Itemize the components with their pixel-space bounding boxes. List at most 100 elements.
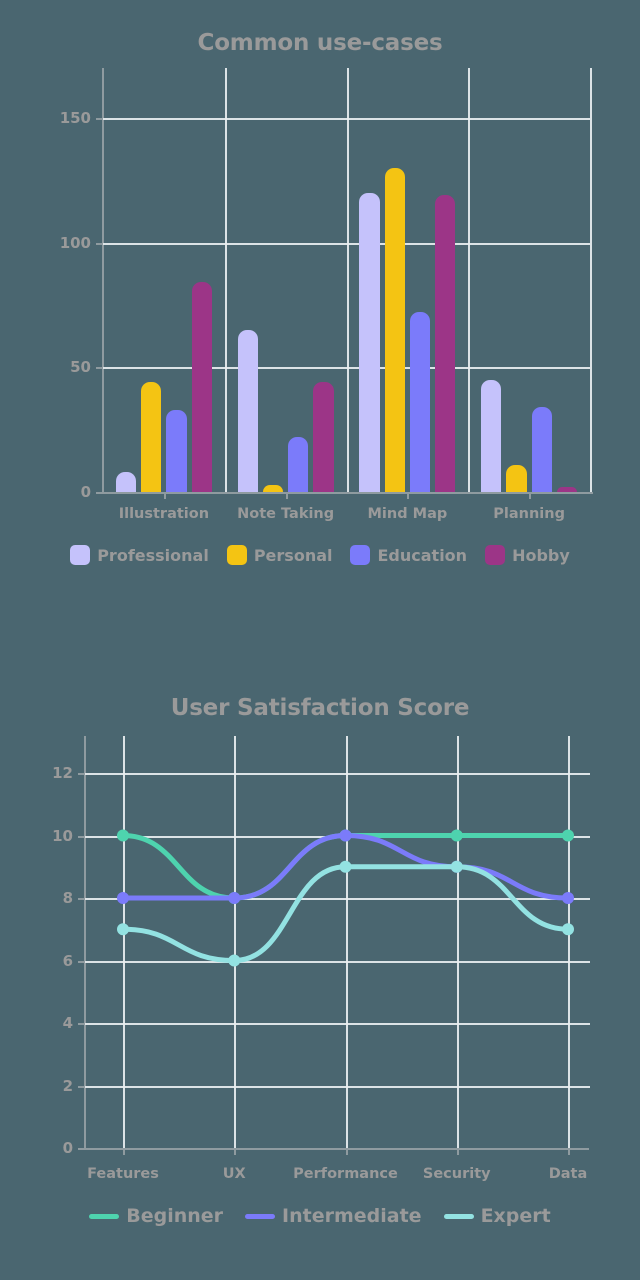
line-legend-label: Expert (480, 1205, 551, 1227)
bar-professional-mind-map (359, 192, 380, 492)
bar-education-planning (531, 407, 552, 492)
bar-chart-y-tick-label: 150 (59, 108, 91, 127)
line-legend-label: Intermediate (282, 1205, 422, 1227)
line-chart-x-tickmark (456, 1149, 459, 1155)
bar-chart-y-tickmark (96, 492, 102, 494)
legend-line-icon (89, 1213, 120, 1219)
bar-personal-illustration (141, 382, 162, 492)
bar-chart-title: Common use-cases (197, 30, 443, 56)
bar-personal-mind-map (384, 167, 405, 492)
line-chart-gridline-vertical (456, 736, 459, 1148)
line-chart-x-tickmark (568, 1149, 570, 1155)
line-chart-x-tick-label: Security (422, 1166, 491, 1182)
line-chart-y-axis (84, 736, 86, 1150)
line-chart-plot-area: 0 2 4 6 8 10 12 Features UX Performance Security Da… (0, 640, 640, 1280)
legend-swatch-icon (350, 545, 371, 565)
line-chart-x-tick-label: Data (548, 1166, 588, 1182)
legend-swatch-icon (485, 545, 506, 565)
line-chart-gridline (85, 1085, 590, 1088)
line-chart-x-tick-label: Features (87, 1166, 159, 1182)
bar-chart-legend: Professional Personal Education Hobby (0, 545, 640, 565)
line-chart-title: User Satisfaction Score (170, 695, 470, 721)
bar-chart-x-tick-label: Note Taking (237, 506, 335, 522)
line-chart-gridline (85, 898, 590, 900)
bar-professional-illustration (115, 472, 137, 492)
bar-personal-note-taking (262, 484, 284, 492)
line-chart-x-tickmark (234, 1149, 237, 1155)
line-legend-label: Beginner (126, 1205, 224, 1227)
bar-professional-note-taking (237, 329, 258, 492)
line-legend-item-beginner[interactable]: Beginner (89, 1205, 223, 1227)
bar-chart-x-axis (102, 492, 593, 494)
bar-legend-label: Education (377, 545, 468, 565)
line-chart-y-tick-label: 8 (62, 889, 73, 907)
bar-legend-label: Personal (253, 545, 333, 565)
line-chart-y-tick-label: 10 (52, 826, 73, 845)
bar-chart-y-tickmark (96, 367, 102, 370)
bar-chart-x-tick-label: Planning (493, 506, 565, 522)
bar-legend-item-hobby[interactable]: Hobby (485, 545, 570, 565)
line-chart-y-tick-label: 12 (52, 764, 73, 782)
bar-chart-panel: Common use-cases 0 50 100 150 Illustration No… (0, 0, 640, 600)
legend-swatch-icon (70, 545, 91, 565)
line-chart-y-tickmark (78, 1023, 84, 1025)
line-chart-gridline-vertical (234, 736, 237, 1148)
line-legend-item-intermediate[interactable]: Intermediate (245, 1205, 422, 1227)
bar-chart-plot-area: 0 50 100 150 Illustration Note Taking Mind Map… (0, 0, 640, 600)
bar-chart-y-axis (102, 68, 104, 494)
line-chart-x-tickmark (345, 1149, 348, 1155)
bar-chart-x-tickmark (407, 493, 410, 499)
bar-professional-planning (481, 379, 502, 492)
line-chart-y-tick-label: 2 (62, 1076, 73, 1095)
line-chart-x-tick-label: UX (222, 1166, 246, 1182)
bar-chart-group-gridline (346, 68, 349, 492)
line-chart-y-tick-label: 6 (62, 951, 73, 970)
bar-chart-x-tick-label: Mind Map (367, 506, 448, 522)
line-chart-x-tickmark (123, 1149, 125, 1155)
line-chart-gridline-vertical (345, 736, 348, 1148)
line-chart-x-tick-label: Performance (293, 1166, 398, 1182)
bar-chart-y-tickmark (96, 117, 102, 120)
bar-hobby-planning (556, 487, 578, 492)
line-chart-y-tickmark (78, 960, 84, 963)
bar-chart-x-tick-label: Illustration (118, 506, 210, 522)
line-chart-gridline (85, 960, 590, 963)
bar-education-note-taking (288, 437, 309, 492)
line-chart-y-tickmark (78, 1085, 84, 1088)
line-chart-y-tickmark (78, 898, 84, 900)
legend-line-icon (443, 1213, 474, 1219)
bar-chart-y-tick-label: 0 (80, 483, 91, 501)
bar-chart-y-tickmark (96, 242, 102, 245)
legend-line-icon (245, 1213, 276, 1219)
bar-chart-group-gridline (590, 68, 592, 492)
bar-chart-x-tickmark (163, 493, 166, 499)
bar-chart-group-gridline (468, 68, 471, 492)
bar-legend-item-personal[interactable]: Personal (226, 545, 333, 565)
line-chart-panel: User Satisfaction Score 0 2 4 6 8 10 12 Feature… (0, 640, 640, 1280)
line-chart-y-tick-label: 0 (62, 1139, 73, 1157)
bar-legend-item-education[interactable]: Education (350, 545, 467, 565)
line-chart-x-axis (84, 1148, 589, 1150)
bar-legend-item-professional[interactable]: Professional (70, 545, 209, 565)
bar-chart-y-tick-label: 100 (59, 233, 91, 252)
line-legend-item-expert[interactable]: Expert (443, 1205, 551, 1227)
line-chart-y-tickmark (78, 1148, 84, 1150)
bar-hobby-mind-map (435, 195, 456, 492)
line-chart-y-tick-label: 4 (62, 1014, 73, 1032)
bar-chart-y-tick-label: 50 (70, 358, 91, 377)
line-chart-gridline-vertical (123, 736, 125, 1148)
bar-chart-group-gridline (224, 68, 227, 492)
line-chart-gridline-vertical (568, 736, 570, 1148)
bar-education-mind-map (409, 312, 431, 492)
bar-education-illustration (166, 409, 187, 492)
bar-legend-label: Hobby (512, 545, 570, 565)
line-chart-y-tickmark (78, 773, 84, 775)
line-chart-y-tickmark (78, 835, 84, 838)
line-chart-gridline (85, 835, 590, 838)
bar-personal-planning (506, 464, 527, 492)
bar-chart-x-tickmark (285, 493, 288, 499)
line-chart-gridline (85, 1023, 590, 1025)
legend-swatch-icon (226, 545, 247, 565)
bar-chart-x-tickmark (529, 493, 532, 499)
bar-hobby-illustration (191, 282, 212, 492)
